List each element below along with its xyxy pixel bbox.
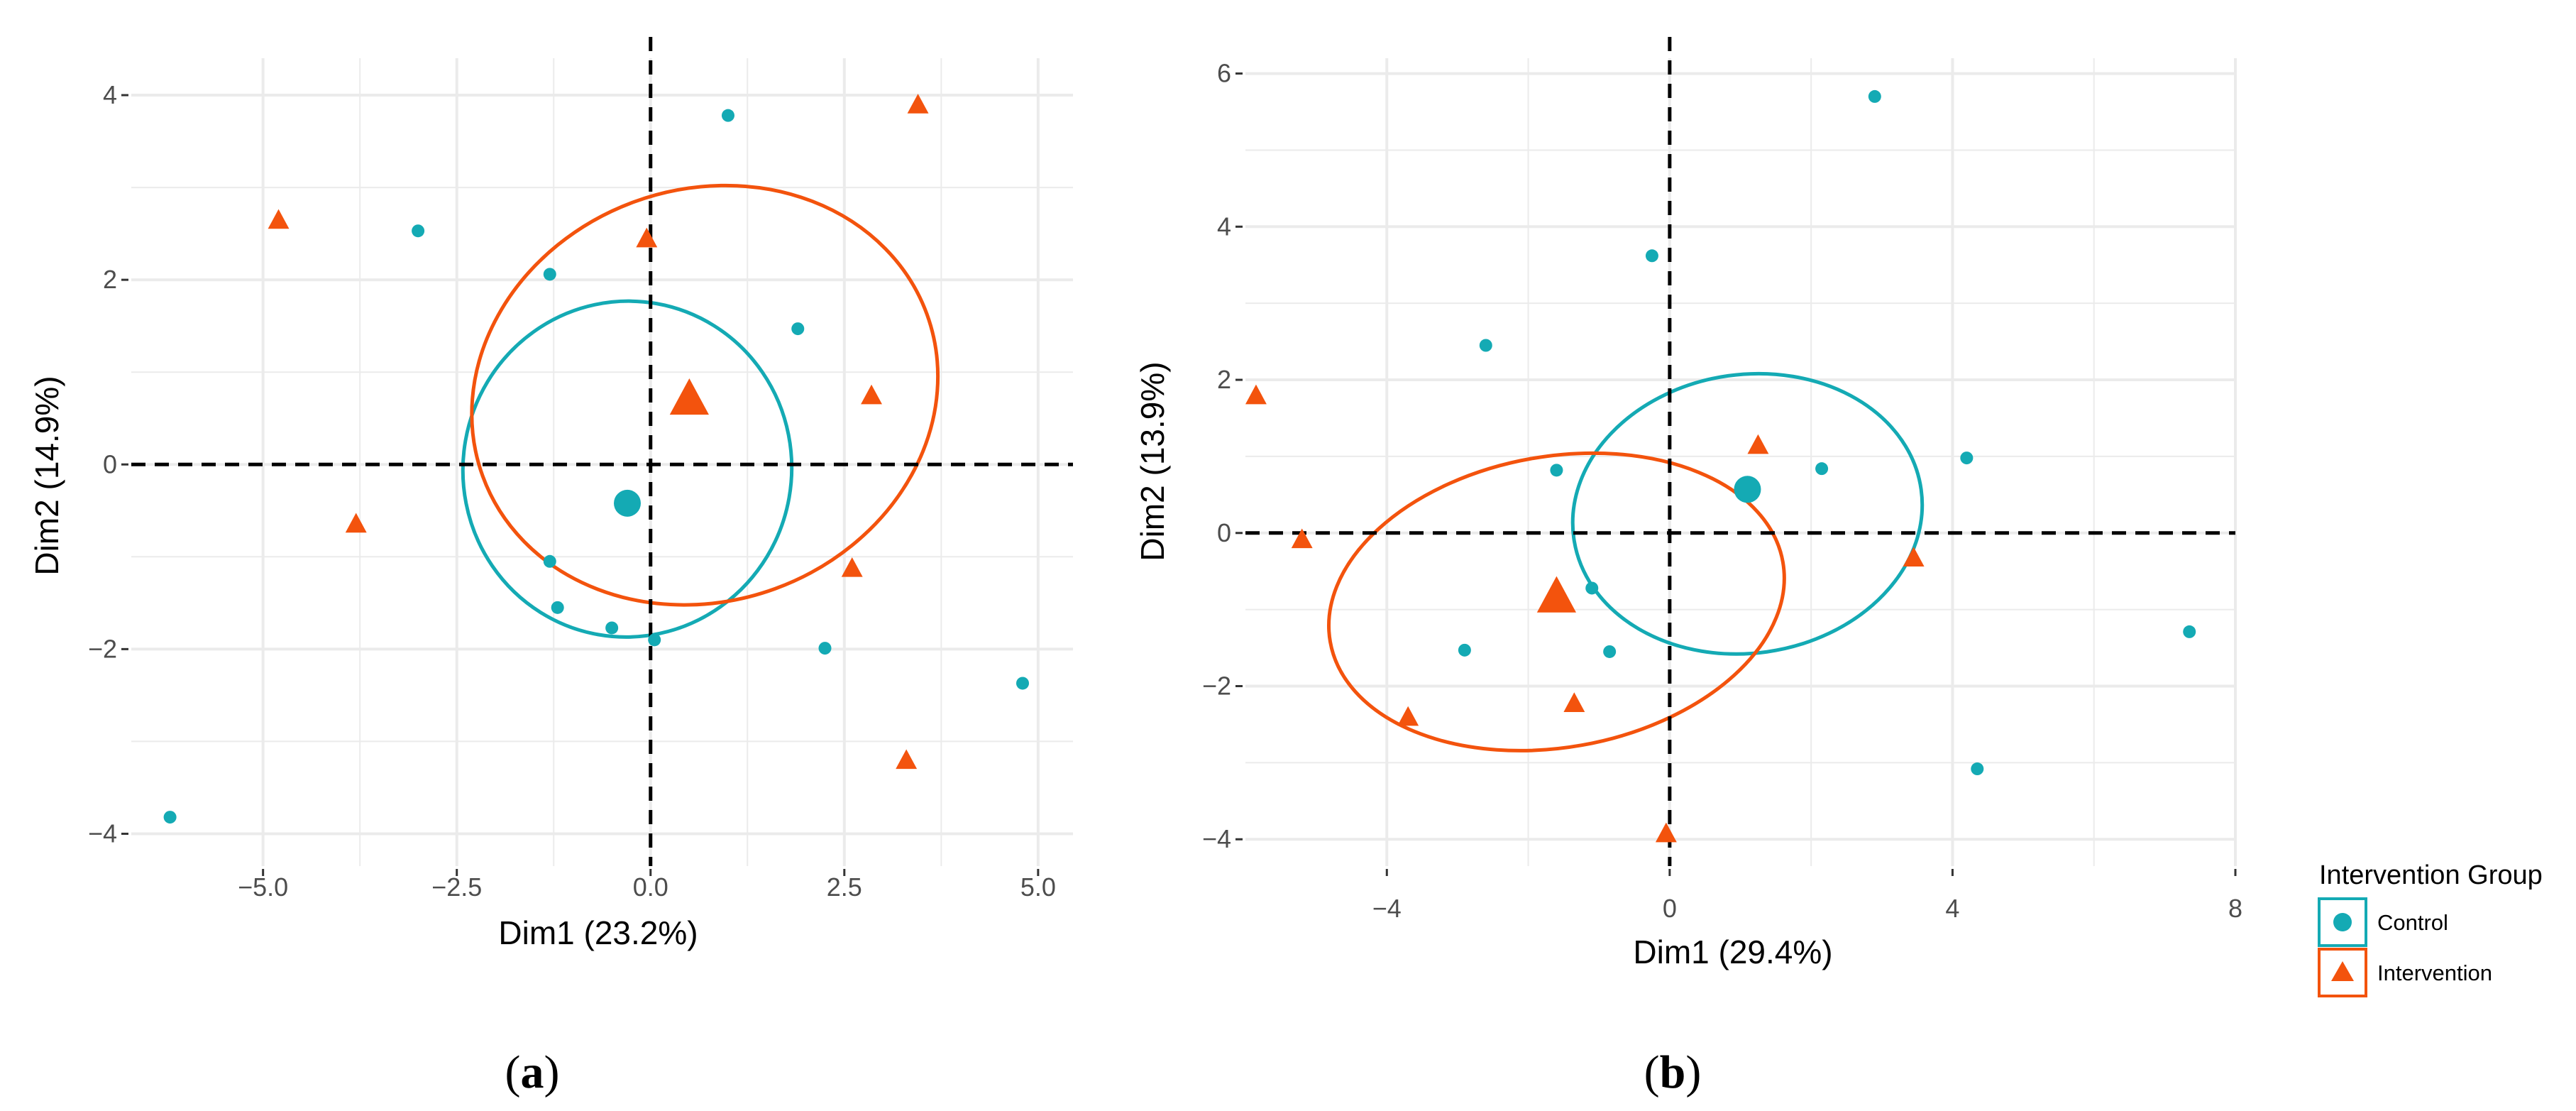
panel-a-intervention-centroid [669,378,709,415]
panel-a-control-point [605,621,619,635]
panel-a: −5.0 −2.5 0.0 2.5 5.0 −4 −2 0 2 4 Dim1 (23.2%) Di… [28,37,1073,1098]
panel-b-control-point [1960,451,1974,465]
panel-a-intervention-point [896,749,918,770]
panel-a-x-tick-label: 0.0 [633,872,668,902]
legend-key-intervention [2318,948,2367,997]
panel-b-control-point [1550,464,1563,477]
panel-b-intervention-point [1245,384,1267,405]
panel-a-control-point [543,554,556,568]
panel-a-x-tick-label: −5.0 [238,872,288,902]
panel-b-control-point [2183,625,2196,638]
legend-title: Intervention Group [2319,860,2543,890]
panel-a-y-tick-label: 2 [103,265,117,294]
panel-a-reference-lines [131,37,1073,866]
panel-b-control-point [1585,581,1599,595]
panel-b-ellipses [1327,371,1925,752]
panel-b-caption-letter: b [1660,1046,1686,1098]
legend-label-control: Control [2377,910,2448,935]
panel-a-control-point [721,109,734,122]
legend: Intervention Group Control Intervention [2318,860,2543,997]
panel-b-intervention-point [1655,822,1677,843]
panel-a-x-axis-title: Dim1 (23.2%) [498,914,698,951]
panel-a-caption-letter: a [521,1046,544,1098]
panel-b-y-tick-label: 2 [1217,365,1231,394]
panel-b-control-point [1645,249,1658,263]
panel-b-intervention-ellipse [1327,451,1786,752]
panel-b-control-point [1458,643,1471,657]
panel-a-control-point [163,811,177,824]
panel-b-intervention-point [1563,692,1585,712]
panel-b-x-tick-label: 4 [1945,894,1959,923]
panel-b-y-axis-title: Dim2 (13.9%) [1134,361,1171,561]
panel-b-y-tick-label: 4 [1217,212,1231,241]
panel-b-intervention-point [1903,547,1925,567]
panel-b-control-point [1815,462,1829,476]
panel-a-intervention-point [907,94,929,114]
panel-a-points [163,94,1030,824]
panel-a-control-centroid [613,489,641,517]
panel-b-x-tick-label: −4 [1372,894,1402,923]
panel-a-tick-labels: −5.0 −2.5 0.0 2.5 5.0 −4 −2 0 2 4 [88,80,1056,902]
panel-b-control-centroid [1734,476,1761,503]
panel-b-control-point [1479,339,1492,352]
panel-b-x-tick-label: 0 [1663,894,1677,923]
panel-a-grid [131,58,1073,866]
panel-b-intervention-centroid [1536,576,1577,613]
panel-b-tick-labels: −4 0 4 8 −4 −2 0 2 4 6 [1202,59,2242,923]
panel-b-y-tick-label: −2 [1202,672,1231,701]
panel-b-y-tick-label: 0 [1217,518,1231,547]
panel-a-control-point [543,268,556,281]
panel-a-control-point [648,633,661,647]
panel-a-control-point [412,224,425,238]
legend-circle-marker [2333,913,2352,931]
panel-a-y-tick-label: −2 [88,634,117,663]
panel-a-caption: (a) [505,1046,560,1098]
panel-a-y-tick-label: 0 [103,449,117,478]
panel-a-y-axis-title: Dim2 (14.9%) [28,376,65,575]
panel-b-control-point [1971,762,1984,776]
panel-b-x-tick-label: 8 [2228,894,2242,923]
panel-a-intervention-ellipse [470,183,940,607]
panel-a-intervention-point [861,384,882,405]
panel-a-intervention-point [636,227,658,248]
panel-b-reference-lines [1245,37,2235,866]
panel-a-x-tick-label: −2.5 [431,872,482,902]
panel-a-y-tick-label: −4 [88,819,117,848]
panel-a-intervention-point [268,209,290,229]
panel-a-ellipses [461,183,940,639]
panel-b-control-point [1603,645,1617,658]
panel-b-intervention-point [1291,528,1313,549]
panel-a-intervention-point [345,513,367,533]
panel-b-control-ellipse [1570,371,1925,656]
panel-a-y-tick-label: 4 [103,80,117,109]
panel-a-control-ellipse [461,299,794,639]
legend-item-intervention: Intervention [2318,948,2492,997]
panel-a-intervention-point [841,557,863,577]
panel-b-intervention-point [1397,706,1419,726]
panel-b-caption: (b) [1644,1046,1702,1098]
panel-b-y-tick-label: −4 [1202,824,1231,853]
panel-a-control-point [791,322,805,336]
panel-a-control-point [551,601,564,614]
panel-b-y-tick-label: 6 [1217,59,1231,88]
panel-b-x-axis-title: Dim1 (29.4%) [1633,934,1832,970]
panel-a-x-tick-label: 5.0 [1020,872,1056,902]
panel-a-control-point [1016,677,1030,690]
panel-b-control-point [1868,89,1881,103]
legend-item-control: Control [2318,897,2448,947]
panel-a-control-point [818,642,832,655]
legend-triangle-marker [2331,961,2354,981]
panel-a-x-tick-label: 2.5 [827,872,862,902]
panel-b-intervention-point [1747,434,1769,454]
panel-b-points [1245,89,2196,843]
legend-label-intervention: Intervention [2377,961,2492,985]
